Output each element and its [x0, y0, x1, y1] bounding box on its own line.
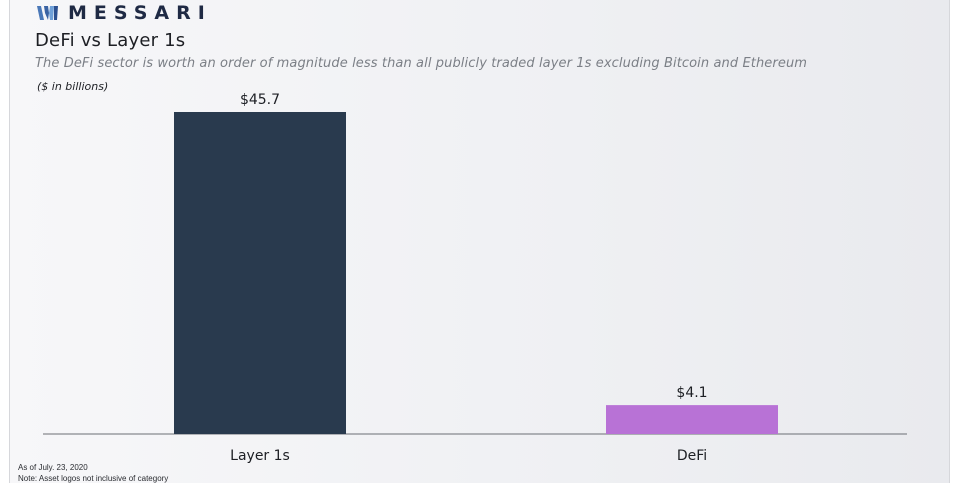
x-tick-label: DeFi	[677, 448, 707, 464]
messari-logo-icon	[37, 6, 58, 20]
footnote-date: As of July. 23, 2020	[18, 463, 88, 472]
unit-label: ($ in billions)	[37, 80, 109, 93]
x-tick-label: Layer 1s	[230, 448, 290, 464]
footnote-note: Note: Asset logos not inclusive of categ…	[18, 474, 169, 483]
brand-name: MESSARI	[68, 2, 212, 24]
bar-defi	[606, 405, 778, 434]
chart-subtitle: The DeFi sector is worth an order of mag…	[35, 56, 808, 71]
bar-chart: $45.7 Layer 1s $4.1 DeFi	[43, 92, 907, 464]
data-label: $45.7	[240, 92, 280, 108]
chart-card: MESSARI DeFi vs Layer 1s The DeFi sector…	[9, 0, 950, 483]
data-label: $4.1	[676, 385, 707, 401]
chart-title: DeFi vs Layer 1s	[35, 30, 186, 51]
messari-logo: MESSARI	[36, 0, 212, 26]
bar-layer-1s	[174, 112, 346, 434]
